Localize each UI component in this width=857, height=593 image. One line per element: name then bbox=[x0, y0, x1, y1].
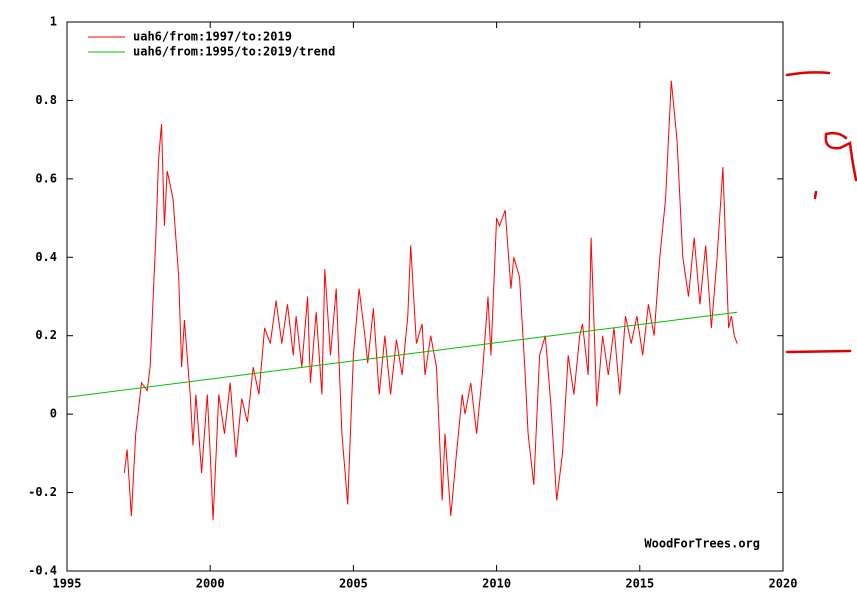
y-tick-label: -0.2 bbox=[28, 485, 57, 499]
hand-stroke bbox=[824, 133, 857, 182]
series-line bbox=[66, 311, 738, 398]
x-tick-label: 2010 bbox=[482, 577, 511, 591]
hand-annotations bbox=[785, 71, 857, 354]
x-tick-label: 1995 bbox=[53, 577, 82, 591]
y-tick-label: 0 bbox=[50, 407, 57, 421]
y-tick-label: -0.4 bbox=[28, 564, 57, 578]
y-tick-label: 0.2 bbox=[35, 328, 57, 342]
legend-label: uah6/from:1997/to:2019 bbox=[133, 30, 292, 44]
hand-stroke bbox=[785, 71, 831, 77]
y-tick-label: 0.4 bbox=[35, 250, 57, 264]
series-line bbox=[123, 80, 738, 521]
x-tick-label: 2015 bbox=[625, 577, 654, 591]
y-tick-label: 1 bbox=[50, 15, 57, 29]
watermark: WoodForTrees.org bbox=[644, 537, 760, 551]
hand-stroke bbox=[824, 131, 848, 140]
x-tick-label: 2005 bbox=[339, 577, 368, 591]
hand-stroke bbox=[785, 349, 852, 354]
x-tick-label: 2000 bbox=[196, 577, 225, 591]
plot-frame bbox=[66, 21, 784, 572]
hand-stroke bbox=[813, 190, 818, 200]
x-tick-label: 2020 bbox=[769, 577, 798, 591]
y-tick-label: 0.8 bbox=[35, 93, 57, 107]
legend-label: uah6/from:1995/to:2019/trend bbox=[133, 45, 335, 59]
y-tick-label: 0.6 bbox=[35, 171, 57, 185]
